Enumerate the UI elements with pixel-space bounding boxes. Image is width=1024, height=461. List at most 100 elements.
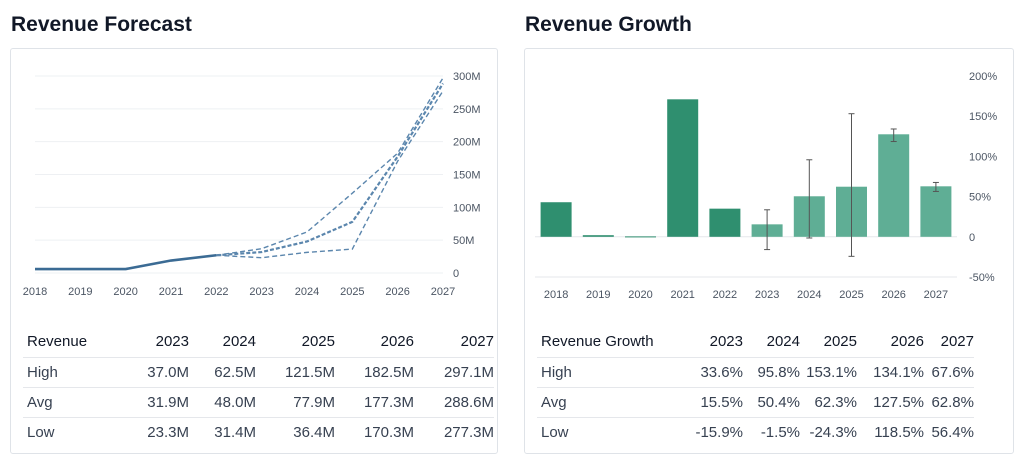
table-header-row: Revenue Growth 2023 2024 2025 2026 2027 [537,326,974,358]
table-cell: 118.5% [874,423,924,441]
table-cell: 77.9M [256,387,335,418]
revenue-forecast-title: Revenue Forecast [11,13,192,36]
table-cell: 95.8% [743,357,800,388]
y-tick-label: -50% [969,272,995,284]
revenue-growth-section: Revenue Growth 200% 150% 100% 50% 0 -50% 2018 2… [524,0,1014,454]
x-tick-label: 2026 [881,289,905,301]
table-row-label: Low [541,423,569,441]
table-header-cell: 2026 [857,326,924,358]
table-header-cell: 2023 [658,326,743,358]
table-header-cell: 2023 [123,326,189,358]
table-cell: 23.3M [147,423,189,441]
table-header-cell: 2027 [924,326,974,358]
y-tick-label: 100% [969,151,997,163]
table-cell: 170.3M [363,423,414,441]
table-cell: -24.3% [809,423,857,441]
table-cell: -15.9% [695,423,743,441]
revenue-forecast-chart: 0 50M 100M 150M 200M 250M 300M 2018 2019 2020 2021… [23,71,481,298]
table-cell: 33.6% [658,357,743,388]
table-cell: 288.6M [414,387,494,418]
table-cell: 297.1M [414,357,494,388]
table-cell: 134.1% [857,357,924,388]
bar-2026 [878,134,910,237]
table-header-row: Revenue 2023 2024 2025 2026 2027 [23,326,494,358]
table-header-cell: Revenue Growth [537,326,658,358]
y-tick-label: 250M [453,104,481,116]
table-header-cell: 2026 [335,326,414,358]
y-tick-label: 100M [453,202,481,214]
table-row: Low -15.9% -1.5% -24.3% 118.5% 56.4% [537,417,974,447]
forecast-line-high [216,77,444,256]
y-tick-label: 50M [453,235,474,247]
table-row: High 37.0M 62.5M 121.5M 182.5M 297.1M [23,357,494,388]
bar-2018 [540,202,572,237]
table-cell: 15.5% [658,387,743,418]
x-tick-label: 2020 [628,289,652,301]
table-cell: 127.5% [857,387,924,418]
revenue-growth-card: 200% 150% 100% 50% 0 -50% 2018 2019 2020 2021 2022… [524,48,1014,454]
table-header-cell: 2024 [189,326,256,358]
table-cell: -1.5% [760,423,800,441]
x-tick-label: 2018 [23,286,47,298]
x-tick-label: 2023 [755,289,779,301]
y-tick-label: 200M [453,137,481,149]
y-tick-label: 300M [453,71,481,83]
x-tick-label: 2025 [839,289,863,301]
table-cell: 121.5M [256,357,335,388]
y-tick-label: 0 [453,268,459,280]
forecast-line-avg [216,82,444,257]
table-cell: 62.8% [924,387,974,418]
table-cell: 37.0M [123,357,189,388]
revenue-growth-title: Revenue Growth [525,13,692,36]
table-cell: 67.6% [924,357,974,388]
bar-2020 [625,236,656,238]
x-tick-label: 2024 [295,286,319,298]
table-row-label: High [23,357,123,388]
bar-2019 [582,235,614,237]
forecast-line-low [216,90,444,259]
x-tick-label: 2019 [586,289,610,301]
revenue-growth-table: Revenue Growth 2023 2024 2025 2026 2027 High 33… [537,326,974,447]
y-tick-label: 50% [969,192,991,204]
table-cell: 277.3M [443,423,494,441]
revenue-forecast-card: 0 50M 100M 150M 200M 250M 300M 2018 2019 2020 2021… [10,48,498,454]
table-header-cell: 2027 [414,326,494,358]
table-cell: 48.0M [189,387,256,418]
table-cell: 36.4M [293,423,335,441]
revenue-growth-chart: 200% 150% 100% 50% 0 -50% 2018 2019 2020 2021 2022… [535,71,997,301]
x-tick-label: 2021 [670,289,694,301]
x-tick-label: 2027 [431,286,455,298]
table-cell: 31.4M [214,423,256,441]
x-tick-label: 2026 [385,286,409,298]
table-cell: 62.3% [800,387,857,418]
table-row: Avg 31.9M 48.0M 77.9M 177.3M 288.6M [23,387,494,418]
table-row-label: High [537,357,658,388]
revenue-forecast-section: Revenue Forecast 0 50M 100M 150M 200M 250M 300… [10,0,498,454]
x-tick-label: 2019 [68,286,92,298]
table-header-cell: 2025 [256,326,335,358]
bar-2027 [920,186,952,237]
table-cell: 182.5M [335,357,414,388]
table-header-cell: Revenue [23,326,123,358]
revenue-forecast-table: Revenue 2023 2024 2025 2026 2027 High 37.0M 62.5… [23,326,494,447]
table-header-cell: 2024 [743,326,800,358]
x-tick-label: 2022 [204,286,228,298]
x-tick-label: 2018 [544,289,568,301]
y-tick-label: 0 [969,232,975,244]
bar-2022 [709,208,741,237]
table-row-label: Avg [23,387,123,418]
table-cell: 50.4% [743,387,800,418]
x-tick-label: 2024 [797,289,821,301]
y-tick-label: 150% [969,111,997,123]
y-tick-label: 150M [453,170,481,182]
x-tick-label: 2022 [713,289,737,301]
historical-line [35,253,217,271]
x-tick-label: 2021 [159,286,183,298]
x-tick-label: 2020 [113,286,137,298]
x-tick-label: 2025 [340,286,364,298]
table-cell: 177.3M [335,387,414,418]
table-row-label: Avg [537,387,658,418]
table-cell: 153.1% [800,357,857,388]
table-row: Avg 15.5% 50.4% 62.3% 127.5% 62.8% [537,387,974,418]
table-cell: 56.4% [931,423,974,441]
